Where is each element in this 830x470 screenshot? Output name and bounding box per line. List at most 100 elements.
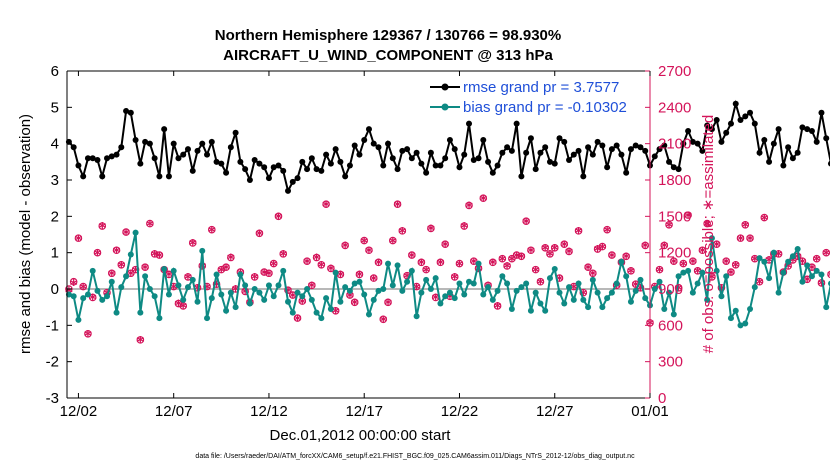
obs-possible-point — [679, 259, 688, 268]
obs-assimilated-point: * — [360, 234, 368, 252]
y-left-tick-label: -3 — [46, 390, 59, 407]
series-point — [542, 144, 549, 151]
obs-possible-point — [303, 257, 311, 265]
series-point — [180, 151, 187, 158]
series-point — [661, 305, 668, 312]
legend-rmse-label: rmse grand pr = 3.7577 — [463, 79, 619, 96]
series-point — [737, 117, 744, 124]
obs-possible-point — [136, 336, 145, 344]
series-point — [551, 160, 558, 167]
obs-assimilated-point: * — [427, 222, 435, 240]
series-point — [227, 289, 234, 296]
obs-possible-point — [427, 224, 435, 233]
series-point — [666, 289, 673, 296]
series-point — [575, 147, 582, 154]
series-point — [304, 166, 311, 173]
obs-possible-point — [503, 262, 511, 270]
obs-possible-point — [422, 265, 430, 274]
obs-possible-point — [122, 228, 130, 236]
series-point — [761, 258, 768, 265]
y-left-tick-label: -2 — [46, 354, 59, 371]
series-point — [485, 284, 492, 291]
obs-possible-point — [670, 257, 678, 265]
obs-possible-point — [84, 330, 92, 338]
series-point — [437, 162, 444, 169]
obs-assimilated-point: * — [556, 271, 564, 289]
series-point — [513, 120, 520, 127]
series-point — [618, 258, 625, 265]
obs-possible-point — [760, 213, 769, 222]
obs-assimilated-point: * — [660, 239, 668, 257]
obs-possible-point — [441, 240, 449, 248]
series-point — [408, 267, 415, 274]
series-point — [142, 138, 149, 145]
series-point — [75, 316, 82, 323]
series-point — [323, 151, 330, 158]
series-point — [299, 158, 306, 165]
obs-assimilated-point: * — [637, 281, 645, 299]
series-point — [342, 173, 349, 180]
series-point — [213, 271, 220, 278]
series-point — [337, 158, 344, 165]
obs-assimilated-point: * — [732, 258, 740, 276]
obs-assimilated-point: * — [746, 231, 754, 249]
series-point — [623, 169, 630, 176]
left-axis-ticks: -3 -2 -1 0 1 2 3 4 5 6 — [46, 63, 72, 407]
obs-possible-point — [493, 302, 502, 310]
series-point — [804, 262, 811, 269]
series-point — [751, 284, 758, 291]
obs-assimilated-point: * — [527, 243, 535, 261]
series-point — [718, 138, 725, 145]
obs-assimilated-point: * — [136, 333, 144, 351]
series-point — [132, 229, 139, 236]
series-point — [708, 126, 715, 133]
series-point — [242, 166, 249, 173]
series-point — [504, 144, 511, 151]
obs-assimilated-point: * — [698, 243, 706, 261]
series-point — [313, 309, 320, 316]
series-point — [827, 160, 830, 167]
series-point — [170, 267, 177, 274]
obs-possible-point — [398, 227, 407, 235]
series-point — [618, 151, 625, 158]
series-point — [546, 158, 553, 165]
obs-assimilated-point: * — [146, 217, 154, 235]
series-point — [685, 267, 692, 274]
series-point — [227, 144, 234, 151]
obs-assimilated-point: * — [722, 254, 730, 272]
obs-possible-point — [717, 283, 726, 292]
series-point — [661, 142, 668, 149]
legend-rmse-marker — [441, 83, 449, 91]
obs-possible-point — [641, 241, 650, 250]
obs-assimilated-point: * — [370, 271, 378, 289]
series-point — [694, 140, 701, 147]
obs-assimilated-point: * — [765, 253, 773, 271]
series-point — [470, 280, 477, 287]
series-point — [89, 155, 96, 162]
series-point — [318, 315, 325, 322]
obs-assimilated-point: * — [155, 248, 163, 266]
series-point — [604, 164, 611, 171]
obs-possible-point — [584, 263, 592, 272]
obs-assimilated-point: * — [213, 277, 221, 295]
series-point — [718, 293, 725, 300]
series-point — [142, 273, 149, 280]
obs-possible-point — [722, 257, 731, 265]
series-point — [723, 273, 730, 280]
obs-assimilated-point: * — [79, 280, 87, 298]
series-point — [680, 269, 687, 276]
series-point — [680, 140, 687, 147]
series-point — [423, 276, 430, 283]
obs-assimilated-point: * — [108, 266, 116, 284]
series-point — [589, 151, 596, 158]
series-point — [346, 162, 353, 169]
x-tick-label: 12/12 — [250, 403, 288, 420]
series-point — [789, 253, 796, 260]
series-point — [451, 146, 458, 153]
obs-assimilated-point: * — [294, 311, 302, 329]
series-point — [84, 155, 91, 162]
series-point — [365, 126, 372, 133]
obs-possible-point — [665, 221, 673, 229]
series-point — [589, 276, 596, 283]
obs-assimilated-point: * — [217, 263, 225, 281]
